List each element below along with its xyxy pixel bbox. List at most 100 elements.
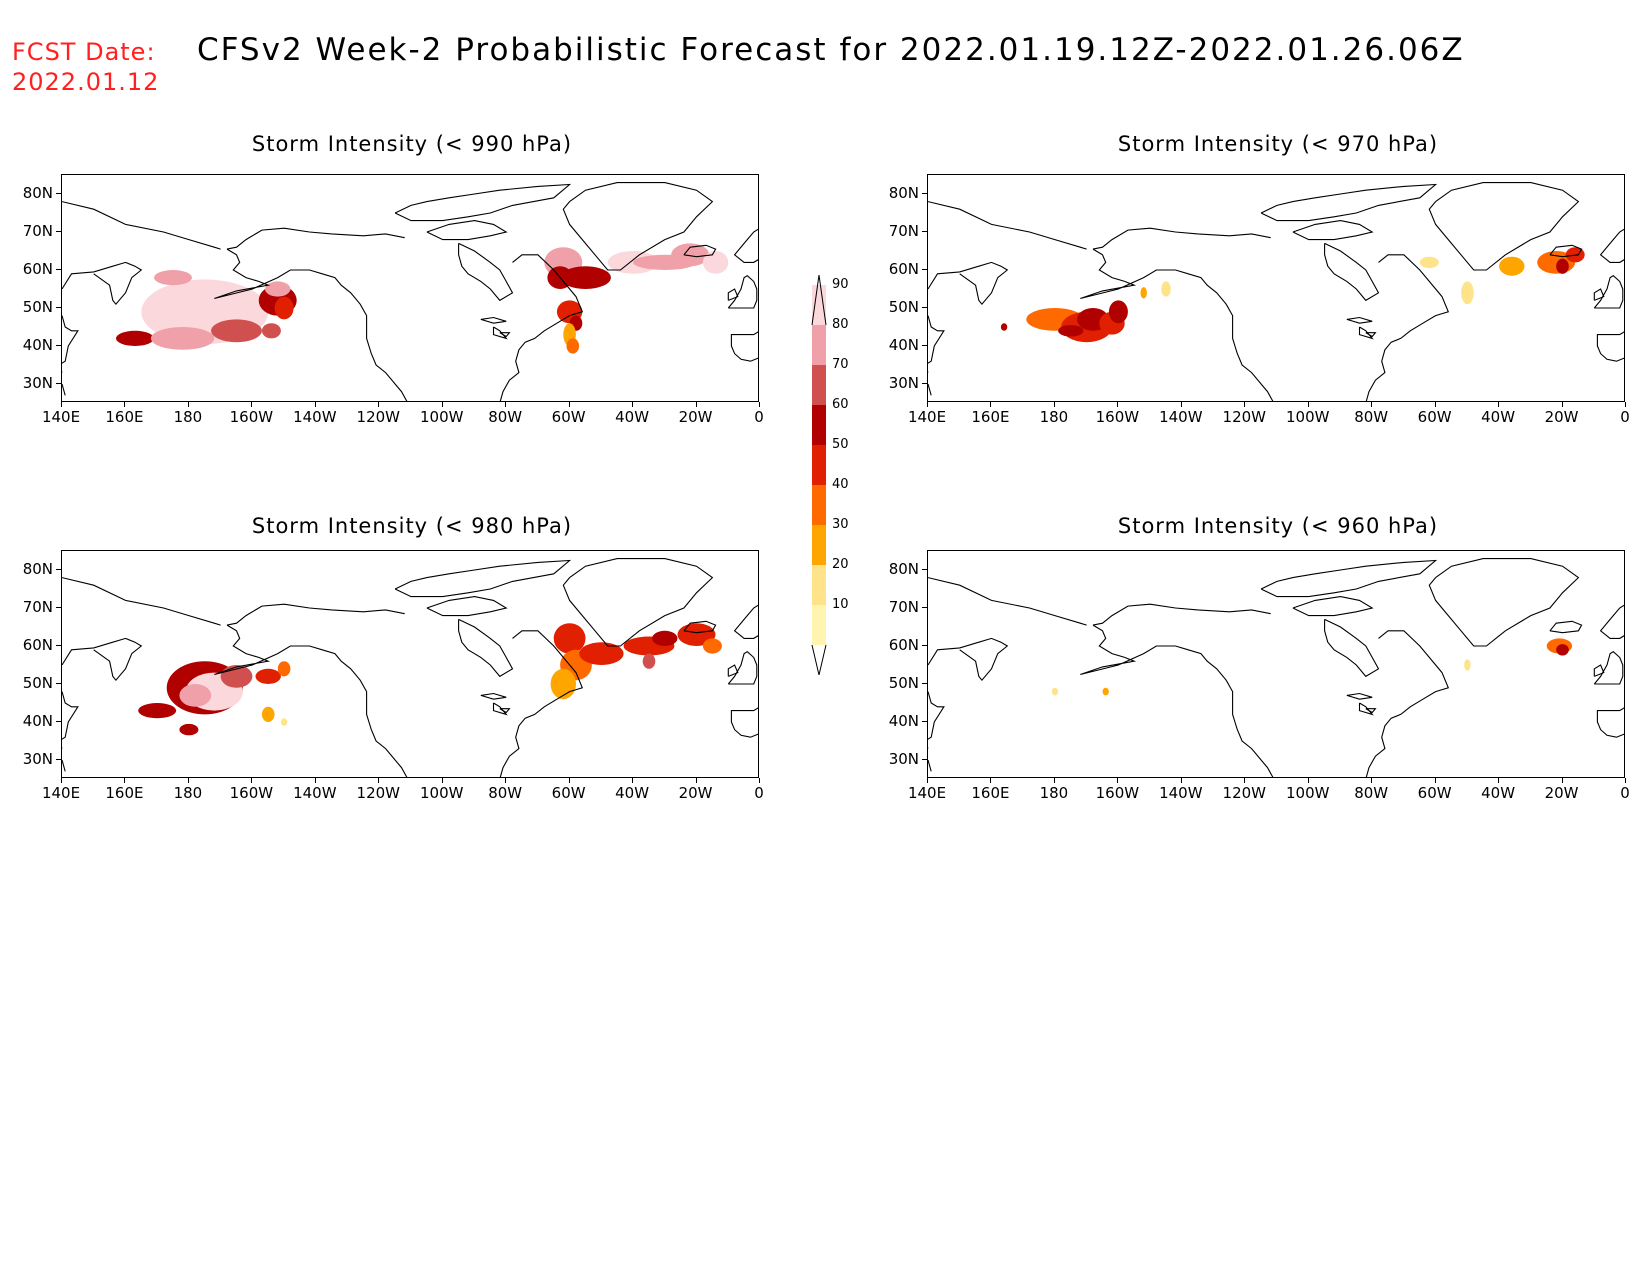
lon-tick: [632, 402, 634, 407]
lon-label: 100W: [419, 408, 464, 426]
lat-label: 80N: [888, 560, 919, 578]
probability-patch-6: [261, 323, 281, 339]
lon-label: 120W: [356, 784, 400, 802]
lon-tick: [695, 778, 697, 783]
lon-label: 180: [1039, 784, 1069, 802]
colorbar-level-label: 80: [832, 317, 849, 332]
coastline-11: [683, 244, 717, 258]
lon-tick: [1180, 402, 1182, 407]
probability-patch-1: [1102, 687, 1109, 696]
lat-label: 50N: [22, 298, 53, 316]
lat-tick: [56, 231, 61, 232]
lat-tick: [56, 307, 61, 308]
coastline-8: [458, 242, 514, 302]
coastline-13: [1593, 664, 1605, 677]
lon-tick: [441, 402, 443, 407]
panel-title-980: Storm Intensity (< 980 hPa): [251, 514, 573, 538]
coastline-12: [1593, 275, 1624, 309]
lat-tick: [56, 569, 61, 570]
coastline-0: [62, 201, 221, 250]
coastline-8: [1324, 242, 1380, 302]
probability-patch-0: [1051, 687, 1059, 696]
lat-label: 30N: [22, 374, 53, 392]
lon-tick: [1434, 778, 1436, 783]
coastline-0: [62, 577, 221, 626]
lon-tick: [378, 778, 380, 783]
lat-label: 30N: [888, 750, 919, 768]
probability-patch-0: [138, 703, 177, 719]
panel-title-960: Storm Intensity (< 960 hPa): [1117, 514, 1439, 538]
forecast-date-value: 2022.01.12: [12, 68, 160, 96]
lon-tick: [1625, 778, 1626, 783]
probability-patch-7: [1140, 287, 1147, 299]
lat-label: 50N: [888, 298, 919, 316]
lon-tick: [1117, 402, 1119, 407]
lat-label: 50N: [888, 674, 919, 692]
coastline-7: [1292, 220, 1374, 241]
coastline-5: [1080, 248, 1274, 401]
colorbar-top-arrow: [811, 275, 827, 326]
probability-patch-3: [211, 319, 262, 343]
lon-label: 100W: [1285, 408, 1330, 426]
lon-label: 60W: [551, 408, 586, 426]
colorbar-swatch-80: [812, 325, 826, 365]
colorbar-level-label: 50: [832, 437, 849, 452]
probability-patch-2: [150, 327, 215, 350]
map-panel-960: [927, 550, 1625, 778]
panel-title-990: Storm Intensity (< 990 hPa): [251, 132, 573, 156]
probability-patch-8: [1161, 281, 1171, 297]
lon-tick: [251, 778, 253, 783]
lon-label: 0: [754, 408, 764, 426]
colorbar-level-label: 60: [832, 397, 849, 412]
lon-label: 80W: [1354, 408, 1389, 426]
lon-tick: [1561, 402, 1563, 407]
lon-tick: [1371, 402, 1373, 407]
probability-patch-5: [1058, 325, 1084, 337]
colorbar-level-label: 70: [832, 357, 849, 372]
lat-tick: [922, 231, 927, 232]
coastline-15: [733, 228, 758, 263]
lon-tick: [927, 778, 928, 783]
lon-tick: [505, 778, 507, 783]
coastline-9: [1365, 254, 1450, 401]
forecast-date-label: FCST Date:: [12, 38, 156, 66]
lon-tick: [1625, 402, 1626, 407]
lat-label: 40N: [888, 712, 919, 730]
coastline-17: [1358, 326, 1374, 340]
lat-label: 70N: [22, 598, 53, 616]
probability-patch-16: [677, 623, 716, 646]
coastline-14: [730, 707, 758, 738]
lat-tick: [922, 193, 927, 194]
coastline-13: [727, 288, 739, 301]
probability-patch-10: [1461, 281, 1474, 305]
coastline-11: [683, 620, 717, 634]
lon-tick: [1561, 778, 1563, 783]
probability-patch-11: [560, 266, 611, 289]
coastline-0: [928, 201, 1087, 250]
lon-label: 140W: [1159, 408, 1203, 426]
probability-patch-7: [261, 706, 275, 722]
lon-label: 180: [173, 784, 203, 802]
lon-label: 160E: [105, 408, 144, 426]
probability-patch-5: [255, 668, 281, 684]
panel-title-970: Storm Intensity (< 970 hPa): [1117, 132, 1439, 156]
lat-tick: [922, 307, 927, 308]
map-svg-1: [928, 182, 1624, 401]
lon-label: 20W: [1544, 408, 1579, 426]
coastline-2: [928, 315, 945, 373]
lon-label: 140E: [907, 784, 947, 802]
probability-patch-6: [277, 661, 291, 677]
colorbar-level-label: 90: [832, 277, 849, 292]
coastline-7: [1292, 596, 1374, 617]
coastline-13: [727, 664, 739, 677]
lat-tick: [922, 759, 927, 760]
lon-tick: [124, 402, 126, 407]
lat-tick: [922, 345, 927, 346]
lon-tick: [1053, 402, 1055, 407]
probability-patch-8: [265, 281, 291, 297]
coastline-10: [562, 558, 714, 647]
probability-patch-18: [642, 653, 656, 669]
coastline-3: [928, 383, 932, 396]
map-svg-0: [62, 182, 758, 401]
lon-tick: [990, 402, 992, 407]
